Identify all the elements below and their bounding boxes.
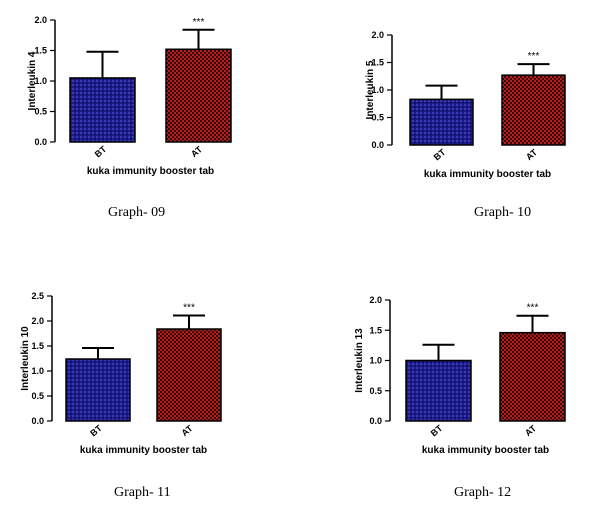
bar-chart-interleukin-4: 0.0 0.5 1.0 1.5 2.0 Interleukin 4 BT *** AT kuka … [27,15,232,177]
y-tick-label: 0.5 [369,386,382,396]
x-tick-label: AT [523,423,538,438]
bar-bt [65,358,131,422]
y-tick-label: 0.0 [34,137,47,147]
y-tick-label: 2.0 [34,15,47,25]
y-tick-label: 0.0 [371,140,384,150]
y-tick-label: 0.5 [34,107,47,117]
y-tick-label: 1.0 [369,356,382,366]
x-tick-label: BT [429,423,445,439]
y-tick-label: 1.0 [31,366,44,376]
y-tick-label: 2.0 [369,295,382,305]
y-tick-label: 2.0 [371,30,384,40]
x-axis-label: kuka immunity booster tab [80,445,207,456]
graph-caption: Graph- 09 [108,205,166,220]
bar-bt [69,77,136,143]
significance-label: *** [528,51,540,62]
bar-bt [409,98,474,146]
x-tick-label: BT [93,144,109,160]
x-axis-label: kuka immunity booster tab [422,445,549,456]
bar-chart-interleukin-10: 0.0 0.5 1.0 1.5 2.0 2.5 Interleukin 10 BT *** AT k… [20,291,222,456]
y-tick-label: 1.0 [371,85,384,95]
significance-label: *** [527,303,539,314]
y-tick-label: 0.5 [371,113,384,123]
graph-caption: Graph- 11 [114,485,171,500]
y-axis-label: Interleukin 5 [365,60,376,119]
bar-chart-interleukin-5: 0.0 0.5 1.0 1.5 2.0 Interleukin 5 BT *** AT kuka … [365,30,566,180]
x-axis-label: kuka immunity booster tab [424,169,551,180]
x-tick-label: BT [88,423,104,439]
y-tick-label: 1.5 [34,46,47,56]
bar-at [501,74,566,146]
y-tick-label: 2.5 [31,291,44,301]
y-tick-label: 1.5 [31,341,44,351]
x-tick-label: AT [189,144,204,159]
bar-bt [405,359,472,422]
bar-at [165,48,232,143]
chart-panel-graph-11: 0.0 0.5 1.0 1.5 2.0 2.5 Interleukin 10 BT *** AT k… [0,259,300,518]
x-tick-label: AT [524,147,539,162]
y-tick-label: 0.0 [31,416,44,426]
y-tick-label: 0.0 [369,416,382,426]
significance-label: *** [183,303,195,314]
bar-at [156,328,222,422]
x-axis-label: kuka immunity booster tab [87,166,214,177]
y-axis-label: Interleukin 10 [20,326,31,391]
y-tick-label: 1.5 [369,325,382,335]
y-tick-label: 1.0 [34,76,47,86]
y-tick-label: 1.5 [371,58,384,68]
y-axis-label: Interleukin 4 [27,51,38,110]
significance-label: *** [193,17,205,28]
y-axis-label: Interleukin 13 [354,328,365,393]
chart-panel-graph-10: 0.0 0.5 1.0 1.5 2.0 Interleukin 5 BT *** AT kuka … [300,0,600,259]
graph-caption: Graph- 10 [474,205,532,220]
chart-panel-graph-09: 0.0 0.5 1.0 1.5 2.0 Interleukin 4 BT *** AT kuka … [0,0,300,259]
y-tick-label: 2.0 [31,316,44,326]
x-tick-label: BT [432,147,448,163]
x-tick-label: AT [180,423,195,438]
graph-caption: Graph- 12 [454,485,512,500]
bar-chart-interleukin-13: 0.0 0.5 1.0 1.5 2.0 Interleukin 13 BT *** AT kuka… [354,295,566,456]
y-tick-label: 0.5 [31,391,44,401]
chart-panel-graph-12: 0.0 0.5 1.0 1.5 2.0 Interleukin 13 BT *** AT kuka… [300,259,600,518]
bar-at [499,331,566,422]
